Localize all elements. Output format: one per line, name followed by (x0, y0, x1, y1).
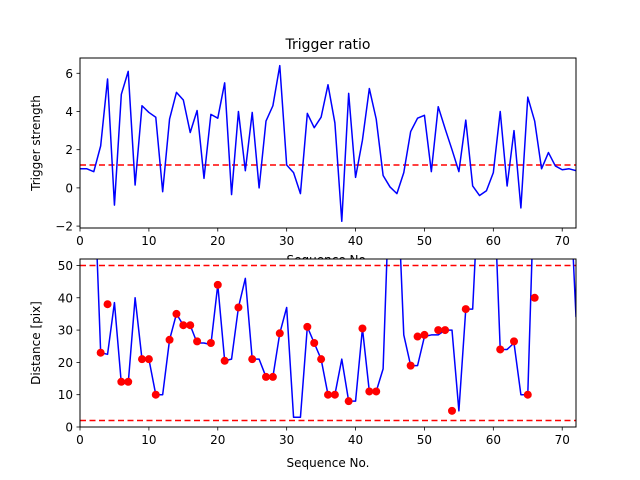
bottom-marker-point (324, 390, 332, 399)
top-x-tick-label: 60 (486, 234, 501, 248)
bottom-marker-point (186, 321, 195, 330)
bottom-marker-point (303, 322, 312, 331)
bottom-marker-point (124, 377, 133, 386)
bottom-marker-point (117, 377, 126, 386)
bottom-marker-point (406, 361, 415, 370)
top-y-axis-label: Trigger strength (29, 95, 43, 192)
bottom-marker-point (365, 387, 374, 396)
bottom-marker-point (275, 329, 284, 338)
bottom-plot-area (80, 259, 576, 427)
bottom-y-axis-label: Distance [pix] (29, 301, 43, 385)
bottom-marker-point (151, 390, 160, 399)
bottom-marker-point (510, 337, 518, 346)
top-x-tick-label: 20 (210, 234, 225, 248)
bottom-marker-point (220, 356, 229, 365)
bottom-marker-point (262, 372, 270, 381)
bottom-marker-point (206, 339, 215, 347)
top-y-tick-label: 0 (65, 181, 73, 195)
bottom-marker-point (138, 355, 146, 364)
bottom-marker-point (461, 305, 470, 314)
bottom-marker-point (413, 332, 422, 341)
top-axes-frame (79, 57, 577, 229)
bottom-marker-point (213, 280, 222, 289)
top-y-tick-label: −2 (55, 220, 73, 234)
bottom-x-tick-label: 30 (279, 433, 294, 447)
top-x-tick-label: 10 (141, 234, 156, 248)
bottom-y-tick-label: 50 (58, 259, 73, 273)
bottom-marker-point (372, 387, 381, 396)
bottom-marker-point (496, 345, 505, 354)
top-x-tick-label: 0 (76, 234, 84, 248)
bottom-x-tick-label: 70 (555, 433, 570, 447)
bottom-marker-point (248, 355, 257, 364)
bottom-y-tick-label: 0 (65, 421, 73, 435)
bottom-marker-point (441, 326, 450, 335)
bottom-y-tick-label: 30 (58, 324, 73, 338)
top-y-tick-label: 6 (65, 67, 73, 81)
bottom-x-tick-label: 60 (486, 433, 501, 447)
top-chart-title: Trigger ratio (284, 37, 370, 53)
bottom-x-tick-label: 0 (76, 433, 84, 447)
bottom-marker-point (103, 300, 112, 309)
bottom-y-tick-label: 20 (58, 356, 73, 370)
top-x-tick-label: 30 (279, 234, 294, 248)
bottom-x-tick-label: 40 (348, 433, 363, 447)
top-plot-area (80, 58, 576, 228)
bottom-x-tick-label: 50 (417, 433, 432, 447)
bottom-marker-point (165, 335, 174, 344)
bottom-y-tick-label: 40 (58, 291, 73, 305)
bottom-marker-point (358, 324, 367, 333)
bottom-marker-point (523, 390, 532, 399)
bottom-marker-point (310, 339, 319, 347)
top-x-tick-label: 70 (555, 234, 570, 248)
top-y-tick-label: 2 (65, 143, 73, 157)
bottom-marker-point (268, 372, 277, 381)
bottom-x-tick-label: 10 (141, 433, 156, 447)
bottom-marker-point (530, 293, 539, 302)
bottom-marker-point (172, 309, 181, 318)
bottom-marker-point (420, 330, 429, 339)
bottom-y-tick-label: 10 (58, 388, 73, 402)
bottom-marker-point (448, 406, 456, 415)
top-x-tick-label: 50 (417, 234, 432, 248)
top-series-line-0 (80, 64, 576, 223)
bottom-marker-point (144, 355, 153, 364)
bottom-marker-point (330, 390, 339, 399)
bottom-chart: 0 10 20 30 40 50 60 70 0 10 20 30 40 50 Distance [pix… (29, 258, 577, 470)
bottom-marker-point (193, 337, 202, 346)
top-x-tick-label: 40 (348, 234, 363, 248)
bottom-marker-point (344, 397, 353, 406)
bottom-marker-point (234, 303, 243, 312)
bottom-marker-point (434, 326, 443, 335)
bottom-marker-point (179, 321, 188, 330)
bottom-marker-point (96, 348, 105, 357)
bottom-x-axis-label: Sequence No. (287, 456, 370, 470)
bottom-x-tick-label: 20 (210, 433, 225, 447)
top-y-tick-label: 4 (65, 105, 73, 119)
bottom-axes-frame (79, 258, 577, 428)
bottom-marker-point (317, 355, 326, 364)
